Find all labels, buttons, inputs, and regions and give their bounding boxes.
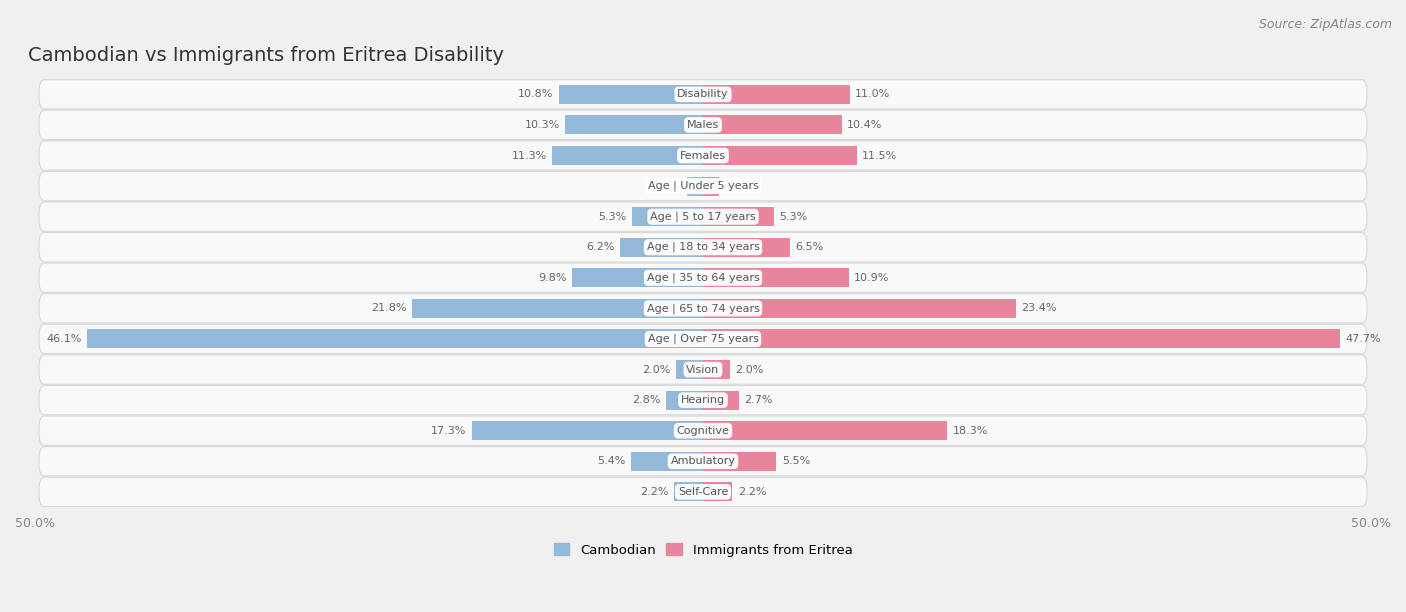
Text: 5.3%: 5.3%	[779, 212, 807, 222]
Bar	[676, 360, 703, 379]
FancyBboxPatch shape	[39, 416, 1367, 446]
FancyBboxPatch shape	[39, 324, 1367, 354]
Text: 11.0%: 11.0%	[855, 89, 890, 99]
Text: 47.7%: 47.7%	[1346, 334, 1381, 344]
Text: 18.3%: 18.3%	[953, 426, 988, 436]
Bar	[703, 85, 851, 104]
FancyBboxPatch shape	[39, 386, 1367, 415]
FancyBboxPatch shape	[39, 110, 1367, 140]
Bar	[572, 268, 703, 287]
Bar	[472, 421, 703, 440]
Bar	[703, 146, 856, 165]
Text: Age | 65 to 74 years: Age | 65 to 74 years	[647, 303, 759, 314]
Text: Age | 5 to 17 years: Age | 5 to 17 years	[650, 211, 756, 222]
Text: 5.4%: 5.4%	[598, 457, 626, 466]
Text: 9.8%: 9.8%	[538, 273, 567, 283]
Bar	[665, 390, 703, 409]
Text: 1.2%: 1.2%	[724, 181, 752, 191]
Bar	[703, 299, 1015, 318]
Text: 6.5%: 6.5%	[796, 242, 824, 252]
Bar	[703, 268, 849, 287]
FancyBboxPatch shape	[39, 141, 1367, 170]
Bar	[703, 329, 1340, 348]
FancyBboxPatch shape	[39, 447, 1367, 476]
Text: 2.2%: 2.2%	[738, 487, 766, 497]
Text: 1.2%: 1.2%	[654, 181, 682, 191]
Text: 2.0%: 2.0%	[735, 365, 763, 375]
Bar	[620, 238, 703, 256]
Text: 5.5%: 5.5%	[782, 457, 810, 466]
FancyBboxPatch shape	[39, 294, 1367, 323]
Text: 2.8%: 2.8%	[631, 395, 661, 405]
Bar	[703, 452, 776, 471]
Text: 11.5%: 11.5%	[862, 151, 897, 160]
Bar	[553, 146, 703, 165]
Text: Disability: Disability	[678, 89, 728, 99]
FancyBboxPatch shape	[39, 355, 1367, 384]
Bar	[703, 207, 773, 226]
Text: Females: Females	[681, 151, 725, 160]
Bar	[703, 360, 730, 379]
Bar	[703, 482, 733, 501]
Bar	[688, 177, 703, 196]
Text: Ambulatory: Ambulatory	[671, 457, 735, 466]
Text: 10.3%: 10.3%	[524, 120, 560, 130]
Text: Vision: Vision	[686, 365, 720, 375]
FancyBboxPatch shape	[39, 477, 1367, 507]
Text: Age | Over 75 years: Age | Over 75 years	[648, 334, 758, 344]
Bar	[703, 177, 718, 196]
Text: Cambodian vs Immigrants from Eritrea Disability: Cambodian vs Immigrants from Eritrea Dis…	[28, 46, 505, 65]
Bar	[673, 482, 703, 501]
Text: Age | Under 5 years: Age | Under 5 years	[648, 181, 758, 192]
Text: 2.0%: 2.0%	[643, 365, 671, 375]
Bar	[558, 85, 703, 104]
Text: 2.7%: 2.7%	[744, 395, 773, 405]
Text: 21.8%: 21.8%	[371, 304, 406, 313]
Text: 46.1%: 46.1%	[46, 334, 82, 344]
Bar	[87, 329, 703, 348]
Bar	[703, 116, 842, 135]
Text: Hearing: Hearing	[681, 395, 725, 405]
Text: 6.2%: 6.2%	[586, 242, 614, 252]
Text: Males: Males	[688, 120, 718, 130]
FancyBboxPatch shape	[39, 263, 1367, 293]
Text: 23.4%: 23.4%	[1021, 304, 1056, 313]
Text: Age | 35 to 64 years: Age | 35 to 64 years	[647, 272, 759, 283]
FancyBboxPatch shape	[39, 202, 1367, 231]
Legend: Cambodian, Immigrants from Eritrea: Cambodian, Immigrants from Eritrea	[548, 538, 858, 562]
Text: Cognitive: Cognitive	[676, 426, 730, 436]
Text: 10.8%: 10.8%	[517, 89, 554, 99]
Bar	[631, 452, 703, 471]
Text: 5.3%: 5.3%	[599, 212, 627, 222]
Bar	[703, 421, 948, 440]
Bar	[633, 207, 703, 226]
Text: 11.3%: 11.3%	[512, 151, 547, 160]
Bar	[703, 390, 740, 409]
Text: Self-Care: Self-Care	[678, 487, 728, 497]
Text: 10.4%: 10.4%	[848, 120, 883, 130]
FancyBboxPatch shape	[39, 233, 1367, 262]
FancyBboxPatch shape	[39, 80, 1367, 109]
Bar	[412, 299, 703, 318]
Text: Source: ZipAtlas.com: Source: ZipAtlas.com	[1258, 18, 1392, 31]
Text: 2.2%: 2.2%	[640, 487, 668, 497]
Text: 10.9%: 10.9%	[853, 273, 890, 283]
Bar	[703, 238, 790, 256]
FancyBboxPatch shape	[39, 171, 1367, 201]
Text: Age | 18 to 34 years: Age | 18 to 34 years	[647, 242, 759, 253]
Bar	[565, 116, 703, 135]
Text: 17.3%: 17.3%	[432, 426, 467, 436]
